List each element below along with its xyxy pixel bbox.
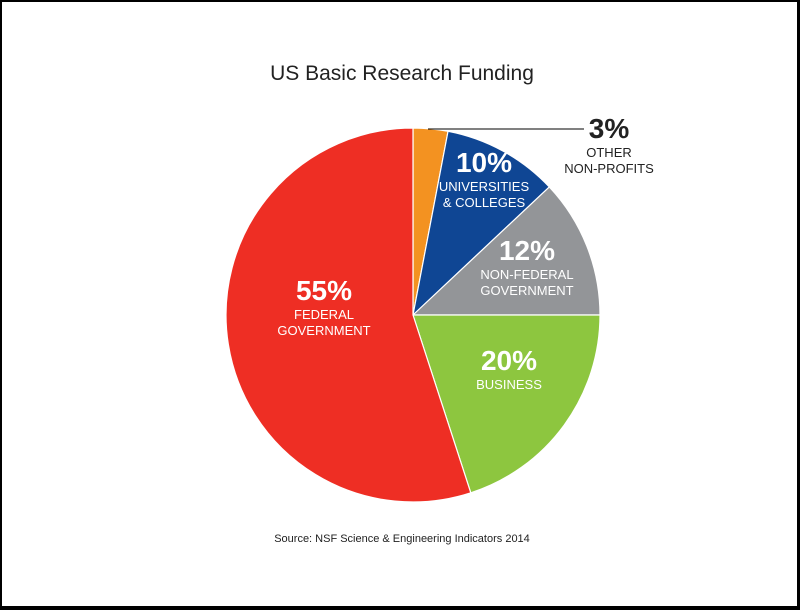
source-note: Source: NSF Science & Engineering Indica…	[274, 533, 530, 545]
slice-category-label: & COLLEGES	[443, 195, 526, 210]
slice-category-label: BUSINESS	[476, 377, 542, 392]
slice-label-1: 10%UNIVERSITIES& COLLEGES	[439, 147, 530, 210]
slice-value-label: 12%	[499, 235, 555, 266]
slice-category-label: GOVERNMENT	[480, 283, 573, 298]
slice-value-label: 20%	[481, 345, 537, 376]
slice-category-label: FEDERAL	[294, 307, 354, 322]
slice-category-label: OTHER	[586, 145, 632, 160]
slice-label-3: 20%BUSINESS	[476, 345, 542, 392]
slice-category-label: GOVERNMENT	[277, 323, 370, 338]
pie-slice-4	[225, 127, 472, 503]
slice-category-label: NON-PROFITS	[564, 161, 654, 176]
slice-value-label: 3%	[589, 113, 630, 144]
slice-value-label: 10%	[456, 147, 512, 178]
pie-slice-3	[412, 314, 601, 494]
slice-category-label: NON-FEDERAL	[480, 267, 573, 282]
chart-title: US Basic Research Funding	[270, 62, 534, 85]
pie-slice-1	[412, 130, 551, 317]
pie-slice-2	[411, 186, 601, 316]
slice-value-label: 55%	[296, 275, 352, 306]
slice-category-label: UNIVERSITIES	[439, 179, 530, 194]
